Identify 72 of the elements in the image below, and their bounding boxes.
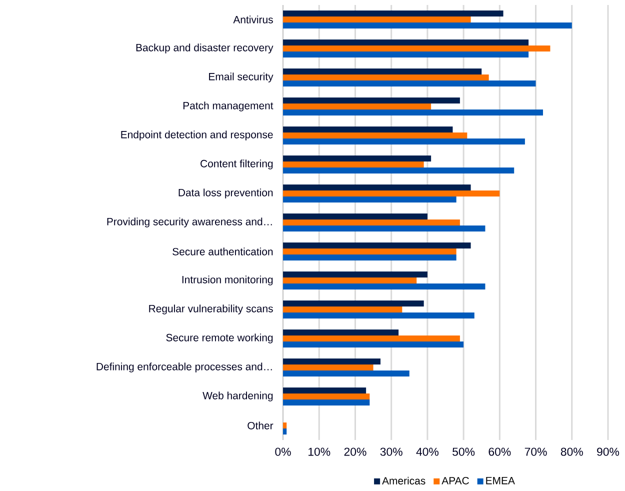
bar bbox=[283, 184, 471, 191]
bar bbox=[283, 190, 500, 197]
legend-label: APAC bbox=[442, 476, 469, 484]
bar bbox=[283, 336, 460, 342]
bar bbox=[283, 358, 380, 365]
bar bbox=[283, 126, 453, 132]
x-tick-label: 60% bbox=[488, 448, 511, 456]
x-tick-label: 20% bbox=[344, 448, 366, 456]
y-tick-label: Data loss prevention bbox=[178, 188, 273, 198]
bar bbox=[283, 220, 460, 226]
y-tick-label: Other bbox=[248, 422, 274, 430]
bar bbox=[283, 214, 428, 220]
legend-label: Americas bbox=[382, 476, 426, 485]
bar bbox=[283, 278, 417, 284]
y-tick-label: Defining enforceable processes and… bbox=[96, 362, 272, 372]
x-tick-label: 80% bbox=[560, 448, 583, 456]
bar bbox=[283, 138, 525, 144]
bar bbox=[283, 226, 486, 232]
y-tick-label: Regular vulnerability scans bbox=[149, 304, 273, 314]
bar bbox=[283, 52, 529, 58]
bar bbox=[283, 364, 374, 371]
bar bbox=[283, 300, 424, 307]
y-tick-label: Patch management bbox=[183, 102, 274, 112]
bar bbox=[283, 254, 456, 261]
x-tick-label: 50% bbox=[452, 448, 475, 456]
bar bbox=[283, 312, 474, 319]
legend-label: EMEA bbox=[486, 477, 515, 484]
bar bbox=[283, 10, 504, 16]
bar bbox=[283, 370, 410, 377]
bar bbox=[283, 104, 432, 110]
x-tick-label: 90% bbox=[597, 448, 620, 456]
bar bbox=[283, 428, 287, 435]
bar bbox=[283, 196, 456, 203]
bar bbox=[283, 248, 456, 255]
bar bbox=[283, 242, 471, 249]
x-tick-label: 70% bbox=[524, 448, 547, 456]
y-tick-label: Email security bbox=[209, 72, 274, 82]
bar bbox=[283, 80, 536, 86]
bar bbox=[283, 330, 399, 336]
y-tick-label: Providing security awareness and… bbox=[107, 218, 272, 228]
x-tick-label: 40% bbox=[416, 448, 438, 456]
y-tick-label: Web hardening bbox=[202, 392, 273, 402]
bar bbox=[283, 110, 543, 116]
bar bbox=[283, 388, 366, 394]
y-tick-label: Endpoint detection and response bbox=[121, 130, 273, 140]
bar bbox=[283, 284, 486, 290]
bar bbox=[283, 306, 402, 313]
bar bbox=[283, 46, 550, 52]
x-tick-label: 10% bbox=[308, 448, 330, 456]
bar bbox=[283, 400, 370, 406]
bar bbox=[283, 422, 287, 429]
y-tick-label: Intrusion monitoring bbox=[182, 276, 273, 286]
bar bbox=[283, 272, 428, 278]
bar bbox=[283, 22, 572, 28]
bar bbox=[283, 162, 424, 168]
y-tick-label: Content filtering bbox=[200, 160, 273, 170]
bar bbox=[283, 68, 482, 74]
bar bbox=[283, 168, 514, 174]
bar bbox=[283, 156, 432, 162]
bar bbox=[283, 132, 468, 138]
bar bbox=[283, 40, 529, 46]
bar bbox=[283, 342, 464, 348]
bar bbox=[283, 16, 471, 22]
x-tick-label: 0% bbox=[275, 448, 291, 456]
y-tick-label: Backup and disaster recovery bbox=[136, 44, 274, 54]
x-tick-label: 30% bbox=[380, 448, 402, 456]
y-tick-label: Secure remote working bbox=[166, 334, 273, 344]
bar bbox=[283, 74, 489, 80]
y-tick-label: Secure authentication bbox=[172, 248, 273, 256]
bar bbox=[283, 394, 370, 400]
bar bbox=[283, 98, 460, 104]
y-tick-label: Antivirus bbox=[233, 16, 273, 24]
